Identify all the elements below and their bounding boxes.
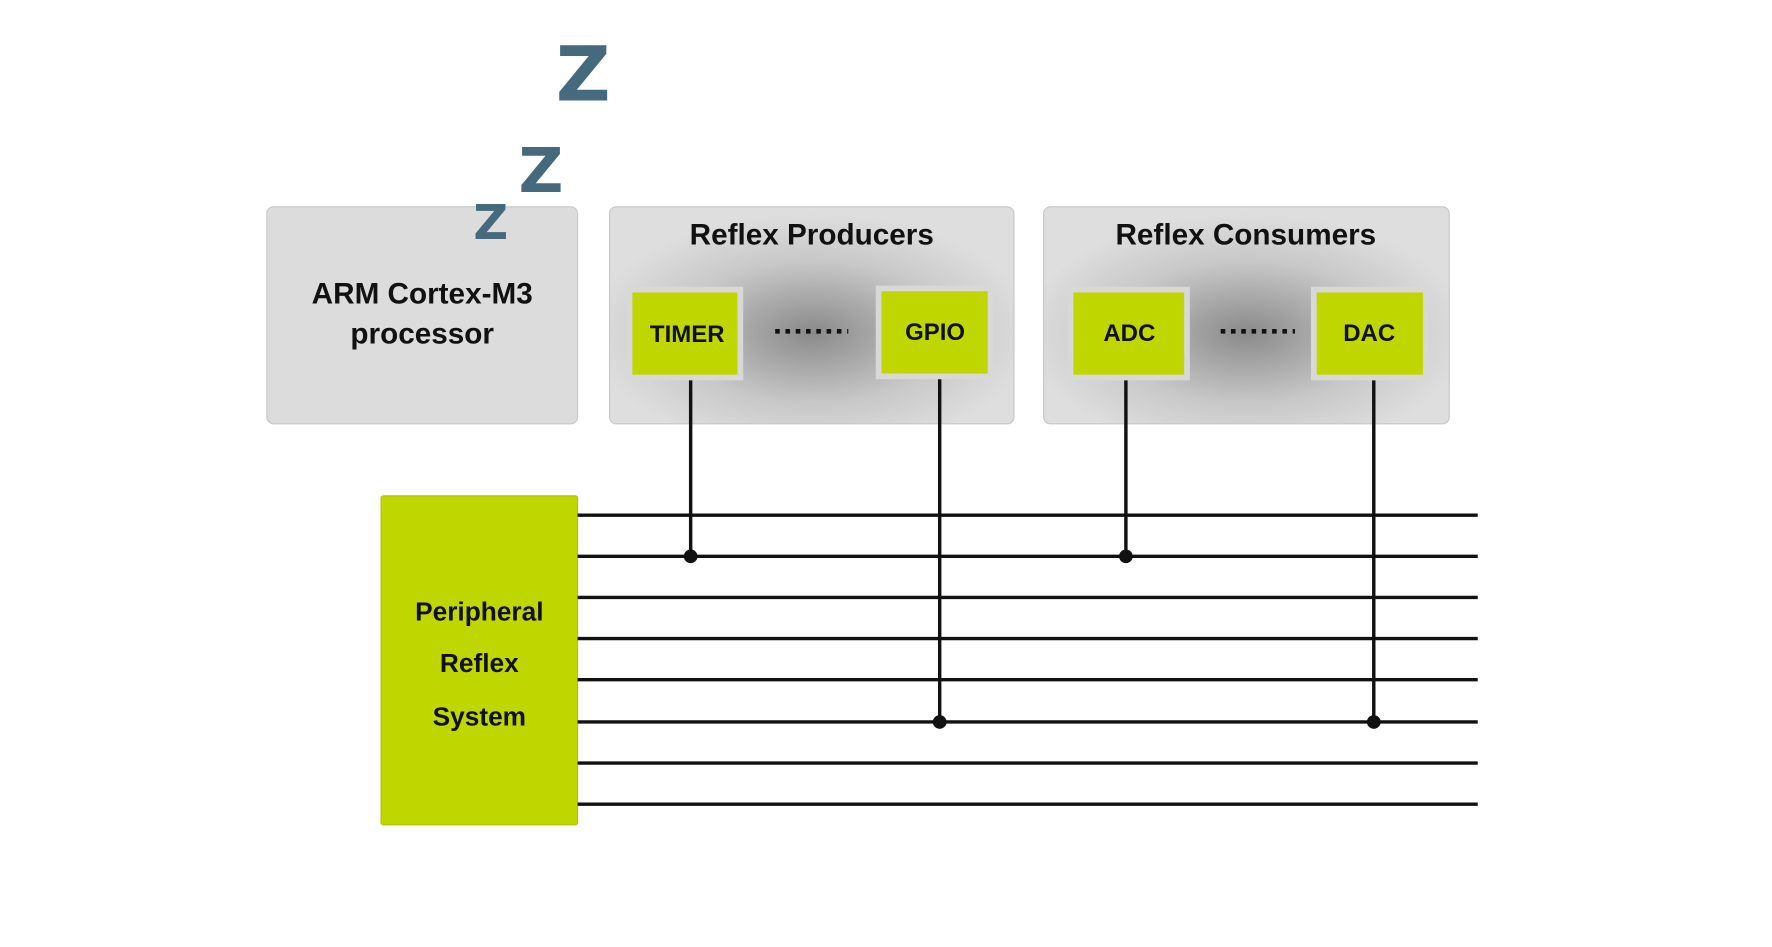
item-label: GPIO (905, 319, 965, 346)
prs-label: Peripheral (415, 596, 543, 626)
channels (577, 379, 1478, 806)
junction (1366, 715, 1381, 729)
item-box (1316, 292, 1423, 375)
junction (1119, 549, 1133, 564)
item-label: ADC (1103, 320, 1155, 347)
sleep-z: Z (473, 195, 508, 251)
item-box (881, 291, 988, 374)
item-label: DAC (1343, 320, 1395, 347)
producers-title: Reflex Producers (690, 218, 934, 251)
item-box (1073, 292, 1185, 375)
junction (683, 549, 698, 564)
item-label: TIMER (650, 321, 725, 348)
prs-box (380, 495, 579, 826)
consumers-title: Reflex Consumers (1115, 218, 1376, 251)
processor-box (266, 206, 579, 425)
item-box (632, 292, 738, 375)
processor-label: ARM Cortex-M3 (312, 278, 533, 311)
processor-label: processor (350, 318, 494, 351)
junction (932, 715, 947, 729)
junctions (683, 549, 1381, 729)
sleep-z: Z (556, 30, 611, 118)
sleep-z: Z (519, 135, 564, 207)
prs-label: Reflex (440, 648, 519, 678)
prs-label: System (433, 701, 526, 731)
